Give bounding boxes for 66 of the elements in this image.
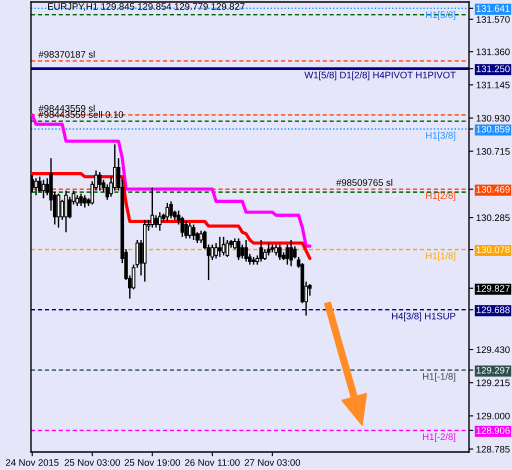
x-tick-label: 27 Nov 03:00 bbox=[244, 459, 300, 466]
candlestick bbox=[42, 179, 46, 199]
candlestick bbox=[79, 192, 83, 207]
x-tick-label: 26 Nov 11:00 bbox=[185, 459, 240, 466]
candlestick bbox=[166, 202, 170, 222]
candlestick bbox=[184, 220, 188, 240]
line-series bbox=[31, 172, 312, 260]
x-tick-label: 25 Nov 03:00 bbox=[64, 459, 120, 466]
y-tick-label: 131.570 bbox=[476, 16, 510, 23]
candlestick bbox=[56, 192, 60, 228]
y-tick-label: 129.000 bbox=[476, 412, 510, 420]
y-tick-label: 129.215 bbox=[476, 380, 510, 386]
candlestick bbox=[199, 230, 203, 244]
candlestick bbox=[98, 171, 102, 192]
candlestick bbox=[75, 194, 80, 207]
candlestick bbox=[34, 178, 38, 196]
y-tick-label: 131.250 bbox=[476, 65, 510, 72]
ref-line-label: H1[2/8] bbox=[426, 192, 456, 201]
candlestick bbox=[158, 211, 162, 232]
y-tick-label: 129.430 bbox=[476, 346, 510, 354]
y-tick-label: 128.906 bbox=[476, 427, 510, 434]
candlestick bbox=[274, 244, 278, 256]
candlestick bbox=[226, 239, 230, 258]
candlestick bbox=[218, 236, 222, 258]
ref-line-label: H1[1/8] bbox=[426, 252, 456, 262]
chart-title: EURJPY,H1 129.845 129.854 129.779 129.827 bbox=[48, 3, 245, 11]
annotation: #98509765 sl bbox=[336, 179, 392, 186]
x-tick-label: 25 Nov 19:00 bbox=[124, 459, 180, 466]
y-tick-label: 131.641 bbox=[476, 5, 510, 12]
ref-line-label: H1[3/8] bbox=[426, 132, 456, 141]
candlestick bbox=[236, 238, 240, 261]
candlestick bbox=[154, 214, 158, 228]
candlestick bbox=[169, 200, 173, 220]
y-tick-label: 129.688 bbox=[476, 306, 510, 314]
candlestick bbox=[222, 236, 226, 256]
y-tick-label: 129.827 bbox=[476, 285, 510, 292]
y-tick-label: 130.715 bbox=[476, 148, 510, 155]
ref-line-label: H1[-1/8] bbox=[423, 372, 456, 382]
y-tick-label: 130.930 bbox=[476, 114, 510, 122]
candlestick bbox=[266, 242, 270, 256]
y-tick-label: 130.078 bbox=[476, 246, 510, 254]
candlestick bbox=[278, 244, 282, 261]
y-tick-label: 131.145 bbox=[476, 82, 510, 88]
candlestick bbox=[259, 239, 263, 262]
candlestick bbox=[188, 222, 192, 240]
ref-line-label: W1[5/8] D1[2/8] H4PIVOT H1PIVOT bbox=[304, 71, 456, 80]
annotation: #98370187 sl bbox=[38, 50, 95, 58]
y-tick-label: 129.297 bbox=[476, 366, 510, 374]
candlestick bbox=[240, 244, 244, 260]
annotation: #98443559 sl bbox=[38, 104, 95, 112]
candlestick bbox=[286, 244, 290, 266]
ref-line-label: H1[-2/8] bbox=[423, 433, 456, 442]
candlestick bbox=[150, 186, 154, 228]
y-tick-label: 130.859 bbox=[476, 126, 510, 133]
candlestick bbox=[192, 224, 196, 241]
y-tick-label: 131.360 bbox=[476, 48, 510, 56]
ref-line-label: H4[3/8] H1SUP bbox=[392, 312, 456, 322]
y-tick-label: 128.785 bbox=[476, 446, 510, 453]
y-tick-label: 130.285 bbox=[476, 214, 510, 222]
candlestick bbox=[289, 239, 293, 267]
line-series bbox=[31, 113, 312, 248]
candlestick bbox=[244, 239, 248, 262]
y-tick-label: 130.469 bbox=[476, 186, 510, 193]
x-tick-label: 24 Nov 2015 bbox=[6, 459, 59, 466]
candlestick bbox=[64, 190, 68, 233]
candlestick bbox=[82, 194, 87, 208]
